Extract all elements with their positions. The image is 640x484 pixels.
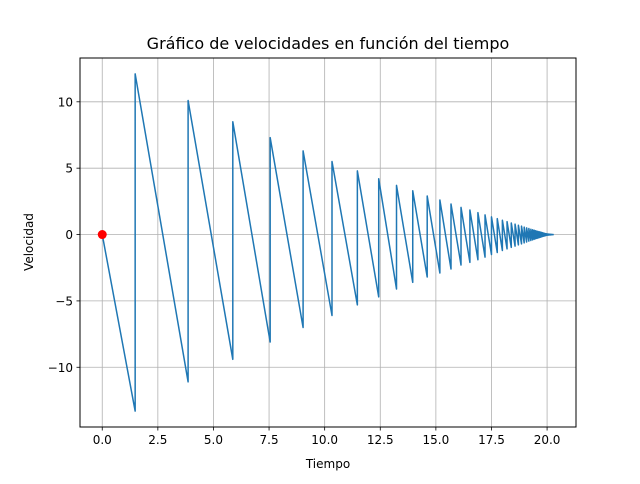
y-tick-label: 10 xyxy=(58,95,73,109)
x-tick-label: 12.5 xyxy=(367,433,394,447)
y-tick-label: −10 xyxy=(48,361,73,375)
y-axis-ticks: −10 −5 0 5 10 xyxy=(48,95,80,375)
x-tick-label: 5.0 xyxy=(204,433,223,447)
x-tick-label: 10.0 xyxy=(311,433,338,447)
start-point-marker xyxy=(97,230,107,240)
series-layer xyxy=(101,73,554,412)
y-axis-label: Velocidad xyxy=(22,213,36,271)
plot-frame xyxy=(79,57,577,428)
y-tick-label: 0 xyxy=(65,228,73,242)
x-axis-ticks: 0.0 2.5 5.0 7.5 10.0 12.5 15.0 17.5 20.0 xyxy=(93,427,561,447)
velocity-line xyxy=(101,73,554,412)
x-tick-label: 7.5 xyxy=(260,433,279,447)
x-tick-label: 2.5 xyxy=(148,433,167,447)
y-tick-label: 5 xyxy=(65,162,73,176)
x-tick-label: 17.5 xyxy=(478,433,505,447)
x-axis-label: Tiempo xyxy=(305,457,350,471)
x-tick-label: 0.0 xyxy=(93,433,112,447)
y-tick-label: −5 xyxy=(55,294,73,308)
chart-title: Gráfico de velocidades en función del ti… xyxy=(147,34,510,53)
x-tick-label: 15.0 xyxy=(423,433,450,447)
marker-layer xyxy=(97,230,107,240)
x-tick-label: 20.0 xyxy=(534,433,561,447)
